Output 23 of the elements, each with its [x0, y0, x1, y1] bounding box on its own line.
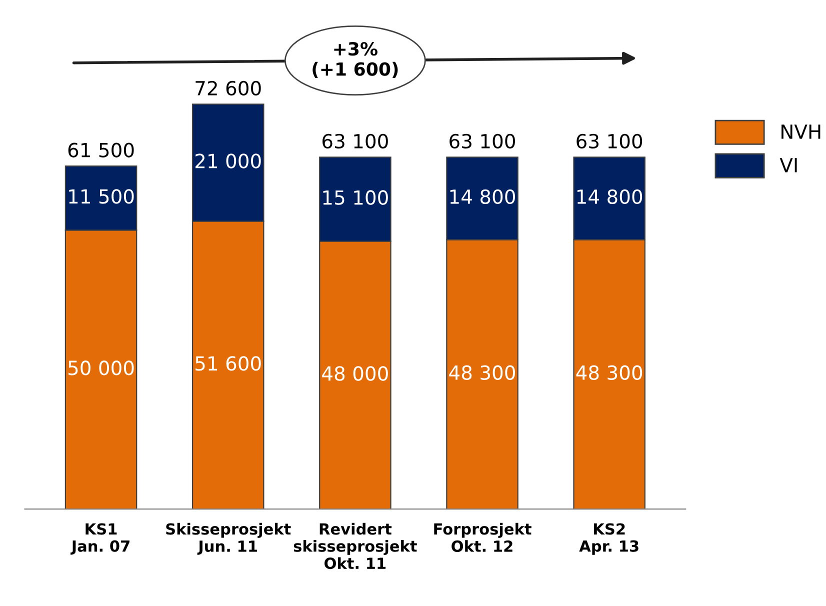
total-label: 63 100 — [450, 134, 515, 149]
legend-label: VI — [780, 158, 797, 172]
total-label: 63 100 — [576, 134, 642, 149]
data-label: 11 500 — [69, 189, 134, 204]
x-tick-label: KS1 Jan. 07 — [70, 523, 130, 555]
x-tick-label: Skisseprosjekt Jun. 11 — [166, 522, 291, 555]
total-label: 63 100 — [322, 134, 388, 149]
data-label: 14 800 — [450, 189, 515, 204]
data-label: 14 800 — [577, 189, 642, 204]
x-tick-label: Revidert skisseprosjekt Okt. 11 — [294, 522, 417, 570]
x-tick-label: KS2 Apr. 13 — [579, 523, 638, 555]
text: +3% (+1 600) — [312, 42, 398, 78]
data-label: 48 300 — [449, 365, 515, 380]
x-tick-label: Forprosjekt Okt. 12 — [434, 522, 532, 552]
data-label: 48 000 — [322, 366, 388, 381]
data-label: 48 300 — [576, 365, 642, 380]
total-label: 61 500 — [68, 142, 134, 158]
data-label: 50 000 — [68, 360, 134, 376]
total-label: 72 600 — [196, 80, 261, 96]
data-label: 15 100 — [323, 190, 388, 205]
data-label: 21 000 — [196, 154, 261, 168]
legend-label: NVH — [782, 124, 820, 139]
data-label: 51 600 — [196, 356, 261, 371]
